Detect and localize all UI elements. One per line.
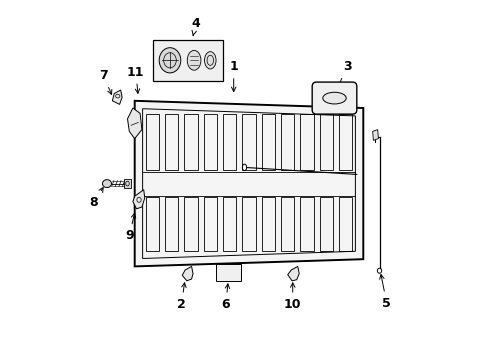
FancyBboxPatch shape (311, 82, 356, 114)
Bar (261, 113, 275, 170)
Polygon shape (112, 90, 122, 104)
Bar (184, 197, 197, 251)
Bar (242, 197, 255, 251)
Bar (145, 197, 159, 251)
Bar (261, 197, 275, 251)
Bar (223, 113, 236, 170)
Ellipse shape (322, 92, 346, 104)
Bar (300, 197, 313, 251)
Bar (164, 113, 178, 170)
Bar (338, 113, 352, 170)
Ellipse shape (187, 50, 201, 70)
Bar (124, 179, 130, 188)
Ellipse shape (204, 52, 216, 69)
Text: 11: 11 (127, 66, 144, 93)
Text: 3: 3 (337, 60, 351, 87)
Bar (152, 40, 223, 81)
Bar (164, 197, 178, 251)
Text: 10: 10 (284, 283, 301, 311)
Text: 6: 6 (221, 284, 230, 311)
Polygon shape (134, 101, 363, 266)
Ellipse shape (102, 180, 111, 188)
Text: 2: 2 (177, 283, 186, 311)
Text: 4: 4 (191, 17, 200, 36)
Bar (280, 113, 294, 170)
Text: 8: 8 (89, 188, 103, 209)
Bar (223, 197, 236, 251)
Bar (203, 197, 217, 251)
Bar (184, 113, 197, 170)
Bar (280, 197, 294, 251)
Bar (242, 113, 255, 170)
Polygon shape (287, 266, 299, 281)
Polygon shape (127, 108, 142, 139)
Ellipse shape (159, 48, 181, 73)
Bar (319, 113, 332, 170)
Bar (300, 113, 313, 170)
Text: 1: 1 (229, 60, 238, 91)
Bar (203, 113, 217, 170)
Polygon shape (133, 190, 144, 209)
Polygon shape (372, 130, 378, 140)
Text: 5: 5 (379, 275, 390, 310)
Polygon shape (182, 266, 193, 281)
Bar (145, 113, 159, 170)
Bar (319, 197, 332, 251)
Bar (338, 197, 352, 251)
Text: 9: 9 (125, 213, 136, 242)
Bar (215, 264, 241, 281)
Text: 7: 7 (99, 69, 112, 94)
